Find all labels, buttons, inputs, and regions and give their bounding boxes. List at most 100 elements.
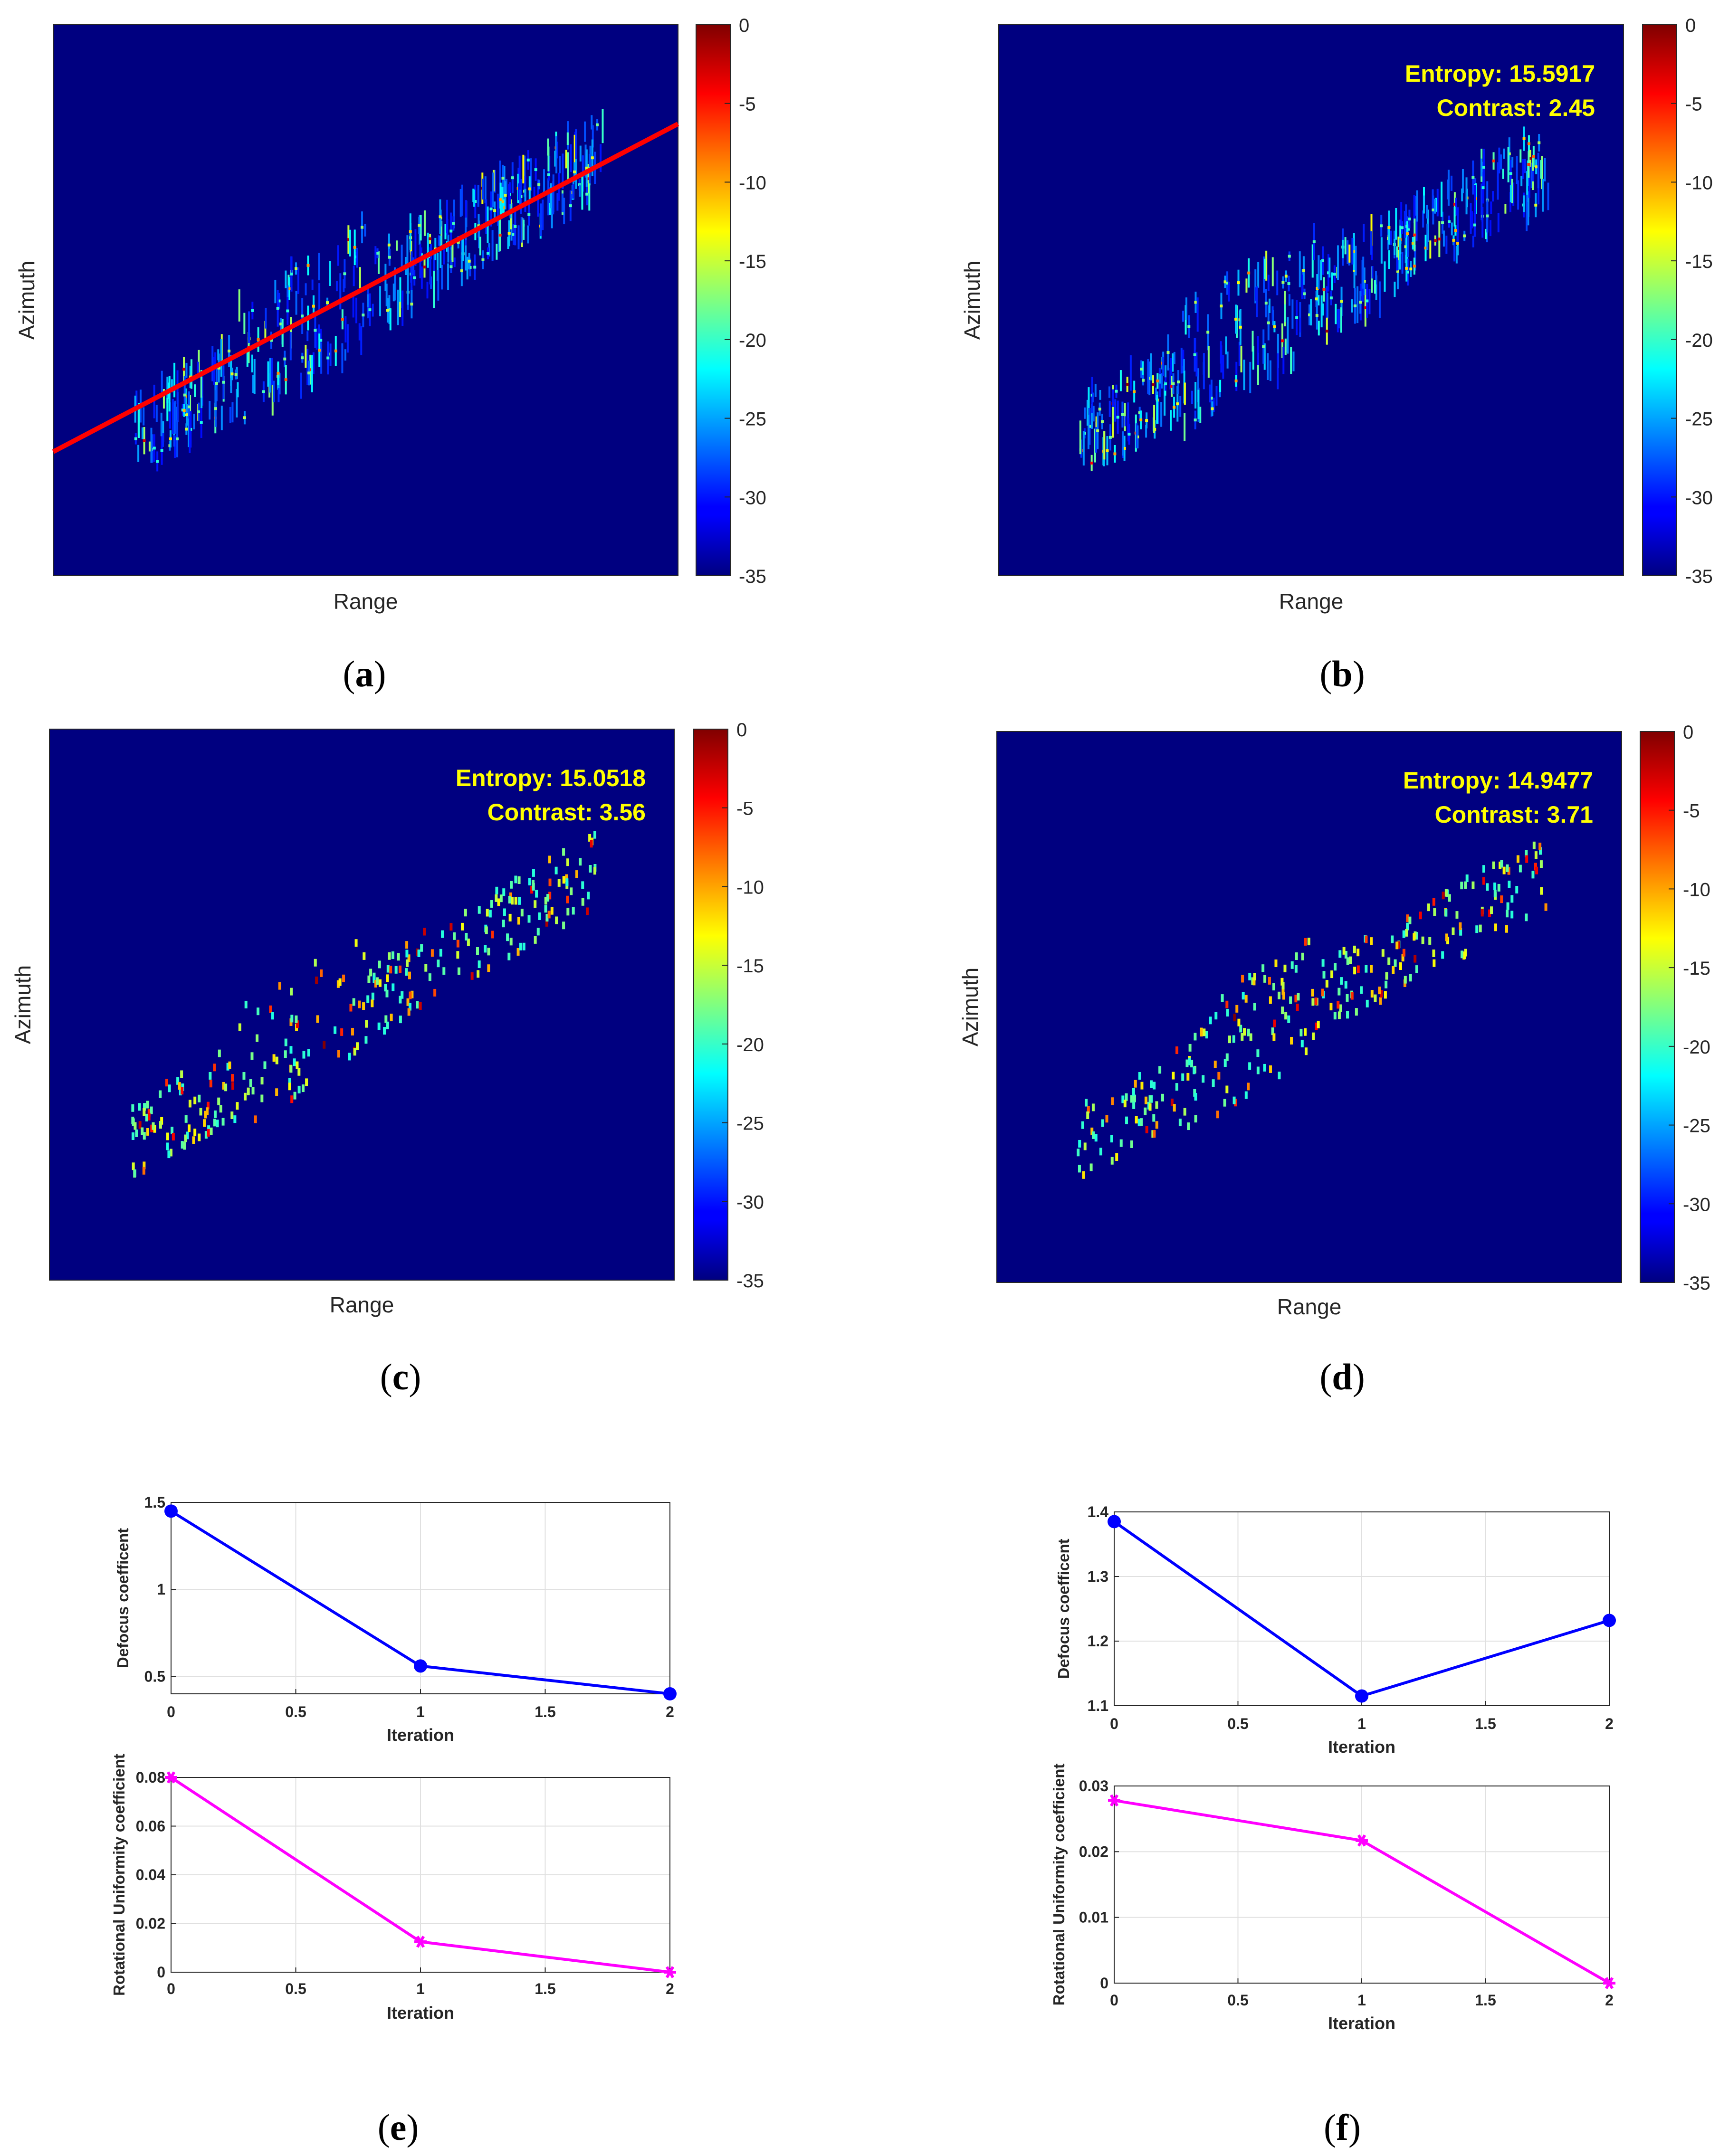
scatter-point [1148,377,1151,380]
scatter-point [249,1079,252,1087]
scatter-point [1281,1007,1284,1015]
scatter-point [388,256,391,259]
scatter-point [315,328,318,350]
scatter-point [1353,304,1356,307]
colorbar-tick-label: 0 [736,720,747,741]
scatter-point [1150,353,1152,380]
scatter-point [1506,864,1509,872]
scatter-point [1516,855,1519,863]
x-tick-label: 1 [1357,1992,1366,2009]
scatter-point [220,339,222,377]
scatter-point [1524,159,1526,173]
scatter-point [1271,1027,1274,1035]
scatter-point [487,948,490,956]
scatter-point [457,967,460,975]
x-axis-label: Iteration [387,2003,454,2023]
scatter-point [1251,331,1254,352]
scatter-point [592,125,594,148]
scatter-point [159,1121,162,1129]
scatter-point [1397,247,1400,250]
scatter-point [1267,353,1269,380]
scatter-point [1244,1091,1248,1099]
scatter-point [1544,158,1546,181]
scatter-point [1401,226,1404,229]
scatter-point [1195,352,1198,377]
scatter-point [1194,1093,1197,1101]
scatter-point [1197,368,1199,402]
x-axis-label: Range [330,1292,394,1317]
scatter-point [1402,949,1405,957]
scatter-point [1290,961,1294,969]
scatter-point [1378,281,1381,318]
scatter-point [271,358,273,385]
scatter-point [1083,1142,1087,1150]
scatter-point [329,261,332,286]
scatter-point [326,356,330,360]
x-tick-label: 1.5 [1475,1992,1496,2009]
annotation-text: Contrast: 3.56 [487,799,646,826]
scatter-point [570,887,573,895]
scatter-point [527,213,531,216]
scatter-point [1091,404,1093,429]
scatter-point [1264,302,1268,305]
scatter-point [544,897,547,905]
scatter-point [1404,976,1407,984]
scatter-point [1337,1001,1340,1009]
scatter-point [367,975,371,983]
scatter-point [1461,188,1463,201]
scatter-point [1504,204,1507,214]
scatter-point [273,380,275,402]
scatter-point [439,215,442,218]
scatter-point [138,1103,141,1111]
scatter-point [166,1132,169,1140]
scatter-point [1312,240,1316,243]
scatter-point [534,936,537,944]
scatter-point [441,265,443,290]
scatter-point [377,1022,381,1030]
scatter-point [279,323,283,326]
scatter-point [1368,289,1371,314]
scatter-point [243,416,246,419]
scatter-point [1515,886,1519,894]
scatter-point [1365,965,1368,973]
scatter-point [180,1070,183,1078]
scatter-point [176,437,179,440]
scatter-point [1237,281,1240,285]
scatter-point [530,886,534,894]
scatter-point [182,409,186,412]
heatmap-panel-a: Range Azimuth 0 -5 -10 -15 -20 -25 -30 -35 [14,15,766,614]
scatter-point [246,350,248,367]
scatter-point [1342,947,1346,955]
scatter-point [1333,273,1336,276]
scatter-point [1380,990,1383,998]
scatter-point [1299,1028,1303,1036]
scatter-point [522,942,525,950]
heatmap-plot-area [49,729,675,1281]
x-tick-label: 0.5 [285,1980,306,1997]
scatter-point [311,279,314,290]
scatter-point [1500,154,1502,170]
scatter-point [446,199,448,233]
scatter-point [379,286,382,316]
scatter-point [1395,208,1397,240]
scatter-point [1228,1035,1232,1044]
scatter-point [1356,286,1359,323]
scatter-point [1526,171,1528,202]
scatter-point [352,998,355,1006]
scatter-point [1194,301,1197,304]
scatter-point [339,273,342,310]
scatter-point [301,1084,305,1092]
scatter-point [1488,909,1491,917]
scatter-point [269,358,271,393]
scatter-point [1303,292,1306,295]
scatter-point [1145,419,1148,422]
scatter-point [1088,425,1091,428]
scatter-point [257,338,260,341]
scatter-point [1544,903,1548,911]
scatter-point [1103,431,1106,460]
scatter-point [514,875,517,883]
scatter-point [168,376,171,412]
scatter-point [169,1149,172,1157]
scatter-point [338,978,342,986]
scatter-point [1207,346,1210,378]
